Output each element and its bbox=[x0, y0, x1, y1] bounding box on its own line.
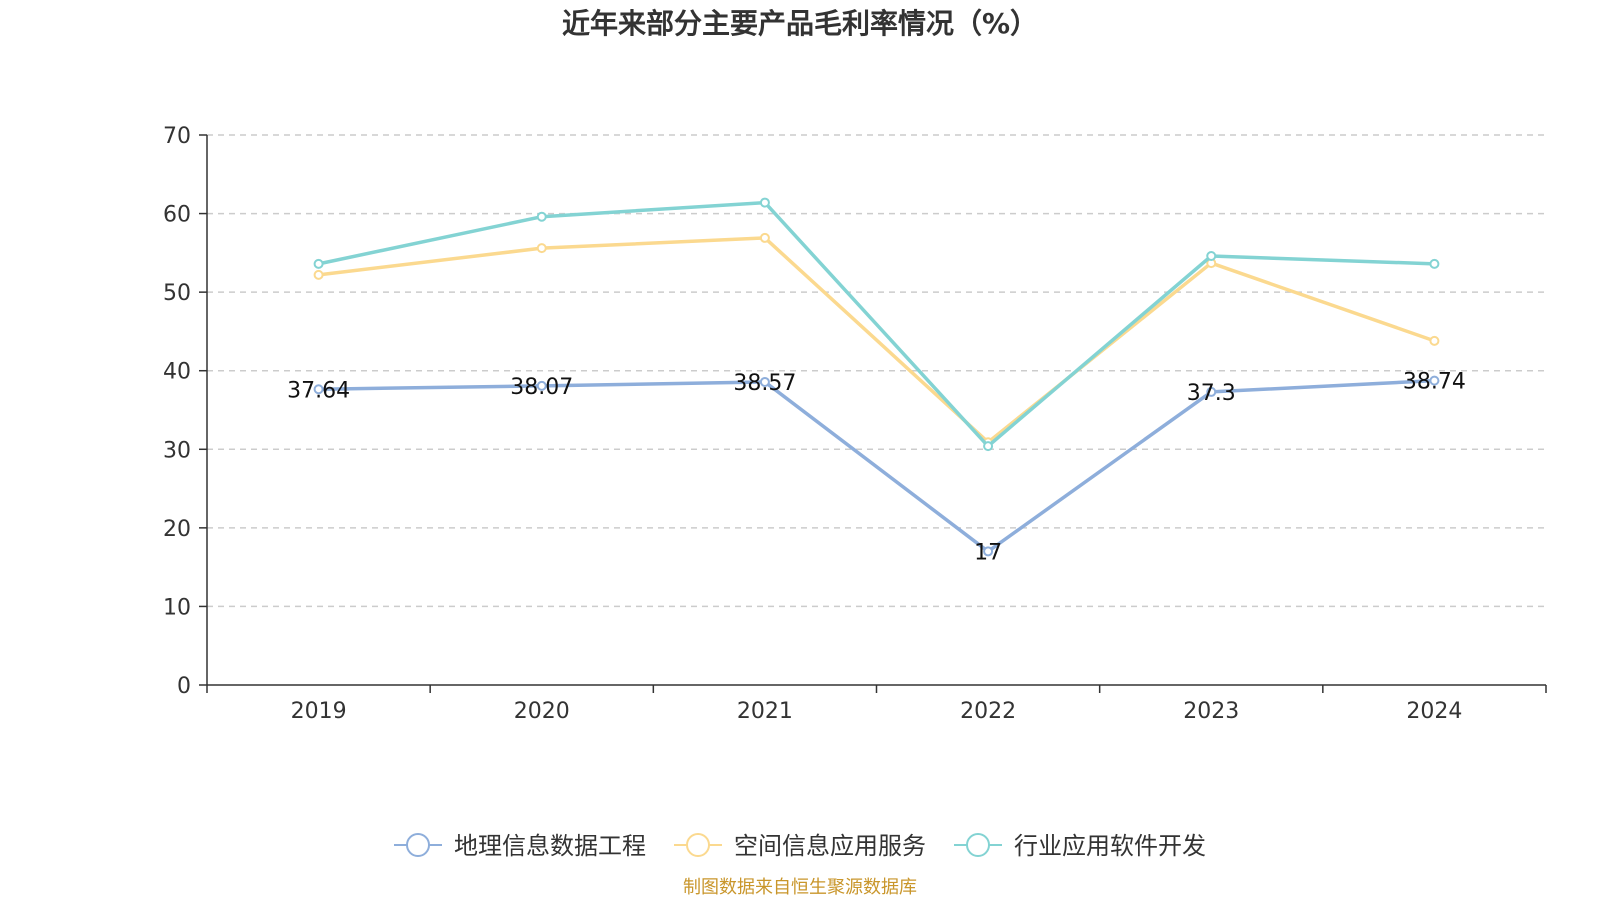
x-tick-label: 2023 bbox=[1183, 699, 1239, 724]
y-tick-label: 60 bbox=[163, 203, 191, 228]
data-label: 37.64 bbox=[287, 378, 350, 403]
grid-layer bbox=[207, 134, 1546, 608]
series-group bbox=[313, 375, 1440, 557]
data-label: 37.3 bbox=[1187, 381, 1236, 406]
series-layer bbox=[313, 197, 1440, 557]
data-point bbox=[1429, 258, 1440, 269]
y-tick-label: 30 bbox=[163, 438, 191, 463]
data-point bbox=[313, 384, 324, 395]
legend-label: 空间信息应用服务 bbox=[734, 832, 926, 860]
data-point bbox=[759, 197, 770, 208]
axis-layer: 0 10 20 30 40 50 60 70 2019 2020 2021 2022 2023 2024 bbox=[163, 124, 1547, 724]
x-tick-label: 2020 bbox=[514, 699, 570, 724]
data-point bbox=[536, 380, 547, 391]
series-line bbox=[316, 236, 1437, 444]
data-point bbox=[536, 211, 547, 222]
legend-item[interactable]: 行业应用软件开发 bbox=[954, 832, 1206, 860]
x-tick-label: 2019 bbox=[291, 699, 347, 724]
y-tick-label: 50 bbox=[163, 281, 191, 306]
y-tick-label: 40 bbox=[163, 360, 191, 385]
series-group bbox=[313, 197, 1440, 452]
legend-circle-icon bbox=[406, 833, 430, 857]
series-line bbox=[316, 200, 1437, 448]
x-tick-label: 2024 bbox=[1406, 699, 1462, 724]
data-point bbox=[536, 243, 547, 254]
label-layer: 37.64 38.07 38.57 17 37.3 38.74 bbox=[287, 370, 1466, 566]
data-point bbox=[759, 376, 770, 387]
data-point bbox=[313, 269, 324, 280]
legend-circle-icon bbox=[966, 833, 990, 857]
source-note: 制图数据来自恒生聚源数据库 bbox=[683, 877, 917, 898]
data-point bbox=[1429, 335, 1440, 346]
y-tick-label: 10 bbox=[163, 595, 191, 620]
data-label: 38.07 bbox=[510, 375, 573, 400]
series-group bbox=[313, 232, 1440, 448]
y-tick-label: 70 bbox=[163, 124, 191, 149]
data-point bbox=[983, 546, 994, 557]
legend-item[interactable]: 地理信息数据工程 bbox=[394, 832, 646, 860]
legend-circle-icon bbox=[686, 833, 710, 857]
y-tick-label: 0 bbox=[177, 674, 191, 699]
chart-title: 近年来部分主要产品毛利率情况（%） bbox=[562, 7, 1038, 40]
x-tick-label: 2021 bbox=[737, 699, 793, 724]
legend-label: 地理信息数据工程 bbox=[454, 832, 646, 860]
legend[interactable]: 地理信息数据工程 空间信息应用服务 行业应用软件开发 bbox=[394, 832, 1206, 860]
data-point bbox=[1429, 375, 1440, 386]
legend-label: 行业应用软件开发 bbox=[1014, 832, 1206, 860]
data-point bbox=[1206, 386, 1217, 397]
data-point bbox=[1206, 251, 1217, 261]
data-point bbox=[983, 441, 994, 452]
data-label: 17 bbox=[974, 540, 1002, 565]
data-label: 38.74 bbox=[1403, 370, 1466, 395]
data-point bbox=[313, 258, 324, 269]
data-point bbox=[759, 232, 770, 243]
series-line bbox=[316, 378, 1437, 554]
data-label: 38.57 bbox=[733, 371, 796, 396]
x-tick-label: 2022 bbox=[960, 699, 1016, 724]
y-tick-label: 20 bbox=[163, 517, 191, 542]
legend-item[interactable]: 空间信息应用服务 bbox=[674, 832, 926, 860]
